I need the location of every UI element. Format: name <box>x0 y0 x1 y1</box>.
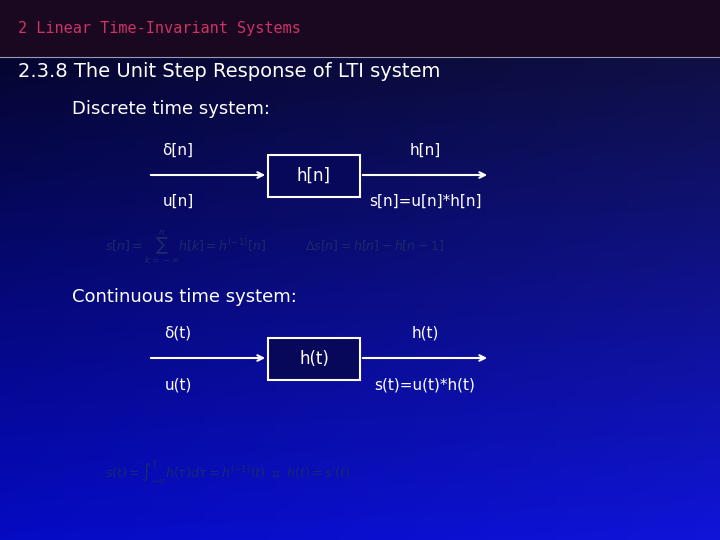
Text: s[n]=u[n]*h[n]: s[n]=u[n]*h[n] <box>369 194 481 209</box>
Text: h(t): h(t) <box>299 350 329 368</box>
Text: u[n]: u[n] <box>163 194 194 209</box>
Bar <box>0 0 720 57</box>
Text: Discrete time system:: Discrete time system: <box>72 100 270 118</box>
Text: h[n]: h[n] <box>297 167 331 185</box>
Text: δ(t): δ(t) <box>164 326 192 341</box>
Text: 2.3.8 The Unit Step Response of LTI system: 2.3.8 The Unit Step Response of LTI syst… <box>18 62 441 81</box>
Bar <box>268 338 360 380</box>
Text: h[n]: h[n] <box>410 143 441 158</box>
Text: h(t): h(t) <box>411 326 438 341</box>
Text: s(t)=u(t)*h(t): s(t)=u(t)*h(t) <box>374 377 475 392</box>
Text: Continuous time system:: Continuous time system: <box>72 288 297 306</box>
Bar <box>268 155 360 197</box>
Text: u(t): u(t) <box>164 377 192 392</box>
Text: δ[n]: δ[n] <box>163 143 194 158</box>
Text: $s[n] = \sum_{k=-\infty}^{n} h[k] = h^{(-1)}[n]$          $\Delta s[n] = h[n] - : $s[n] = \sum_{k=-\infty}^{n} h[k] = h^{(… <box>105 228 444 266</box>
Text: 2 Linear Time-Invariant Systems: 2 Linear Time-Invariant Systems <box>18 21 301 36</box>
Text: $s(t) = \int_{-\infty}^{t} h(\tau)d\tau = h^{(-1)}(t)$  或  $h(t) = s'(t)$: $s(t) = \int_{-\infty}^{t} h(\tau)d\tau … <box>105 458 350 485</box>
